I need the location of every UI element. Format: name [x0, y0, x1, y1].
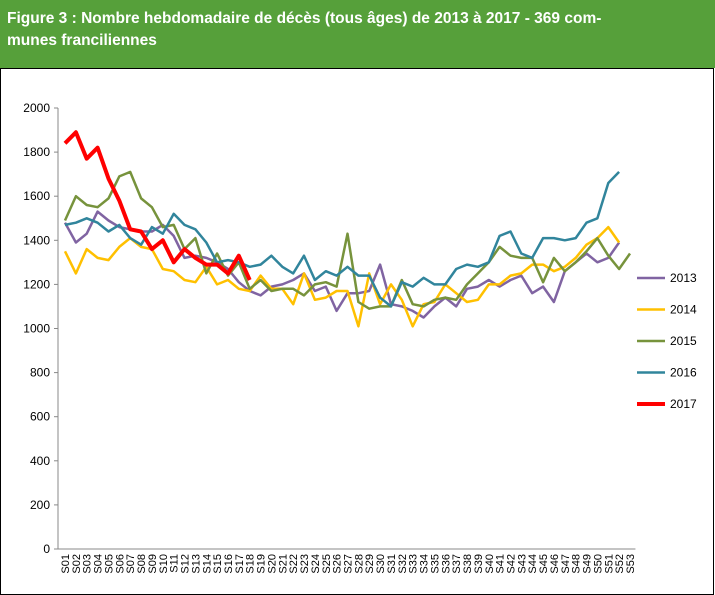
x-tick-label: S50: [592, 554, 604, 574]
x-tick-label: S19: [256, 554, 268, 574]
legend-label: 2017: [670, 397, 697, 411]
y-tick-label: 1200: [23, 277, 50, 291]
x-tick-label: S49: [582, 554, 594, 574]
x-tick-label: S37: [451, 554, 463, 574]
x-tick-label: S04: [93, 554, 105, 574]
x-tick-label: S31: [386, 554, 398, 574]
series-line: [63, 225, 621, 328]
x-tick-label: S17: [234, 554, 246, 574]
legend-label: 2013: [670, 271, 697, 285]
x-tick-label: S26: [332, 554, 344, 574]
x-tick-label: S14: [201, 554, 213, 574]
y-tick-label: 1800: [23, 145, 50, 159]
x-tick-label: S45: [538, 554, 550, 574]
x-tick-label: S03: [82, 554, 94, 574]
x-tick-label: S11: [169, 554, 181, 573]
x-tick-label: S23: [299, 554, 311, 574]
x-tick-label: S15: [212, 554, 224, 574]
x-tick-label: S36: [440, 554, 452, 574]
chart-title: Figure 3 : Nombre hebdomadaire de décès …: [7, 10, 601, 27]
x-tick-label: S39: [473, 554, 485, 574]
x-tick-label: S32: [397, 554, 409, 574]
x-tick-label: S53: [625, 554, 637, 574]
series-line: [63, 130, 252, 281]
x-tick-label: S34: [419, 554, 431, 574]
legend-label: 2014: [670, 303, 697, 317]
x-tick-label: S02: [71, 554, 83, 574]
x-tick-label: S09: [147, 554, 159, 574]
series-line: [64, 171, 620, 308]
chart-title: munes franciliennes: [7, 32, 157, 49]
x-tick-label: S25: [321, 554, 333, 574]
y-tick-label: 2000: [23, 101, 50, 115]
x-tick-label: S40: [484, 554, 496, 574]
y-tick-label: 600: [30, 410, 50, 424]
x-tick-label: S30: [375, 554, 387, 574]
x-tick-label: S42: [505, 554, 517, 574]
x-tick-label: S35: [429, 554, 441, 574]
x-tick-label: S12: [180, 554, 192, 574]
series-line: [63, 210, 621, 319]
header-bar: [0, 0, 715, 68]
x-tick-label: S13: [190, 554, 202, 574]
y-tick-label: 200: [30, 498, 50, 512]
y-tick-label: 400: [30, 454, 50, 468]
x-tick-label: S52: [614, 554, 626, 574]
x-tick-label: S24: [310, 554, 322, 574]
y-tick-label: 1400: [23, 233, 50, 247]
x-tick-label: S47: [560, 554, 572, 574]
x-tick-label: S27: [343, 554, 355, 574]
x-tick-label: S46: [549, 554, 561, 574]
x-tick-label: S16: [223, 554, 235, 574]
y-tick-label: 0: [43, 542, 50, 556]
legend-label: 2015: [670, 334, 697, 348]
x-tick-label: S41: [495, 554, 507, 574]
x-tick-label: S29: [364, 554, 376, 574]
frame: [0, 68, 714, 595]
x-tick-label: S51: [603, 554, 615, 574]
x-tick-label: S22: [288, 554, 300, 574]
x-tick-label: S20: [266, 554, 278, 574]
x-tick-label: S48: [571, 554, 583, 574]
x-tick-label: S33: [408, 554, 420, 574]
y-tick-label: 800: [30, 366, 50, 380]
x-tick-label: S28: [353, 554, 365, 574]
x-tick-label: S01: [60, 554, 72, 574]
x-tick-label: S44: [527, 554, 539, 574]
x-tick-label: S05: [103, 554, 115, 574]
x-tick-label: S07: [125, 554, 137, 574]
x-tick-label: S10: [158, 554, 170, 574]
legend-label: 2016: [670, 366, 697, 380]
y-tick-label: 1000: [23, 322, 50, 336]
series-line: [63, 170, 632, 310]
y-tick-label: 1600: [23, 189, 50, 203]
x-tick-label: S21: [277, 554, 289, 574]
x-tick-label: S38: [462, 554, 474, 574]
x-tick-label: S08: [136, 554, 148, 574]
x-tick-label: S43: [516, 554, 528, 574]
x-tick-label: S18: [245, 554, 257, 574]
x-tick-label: S06: [114, 554, 126, 574]
